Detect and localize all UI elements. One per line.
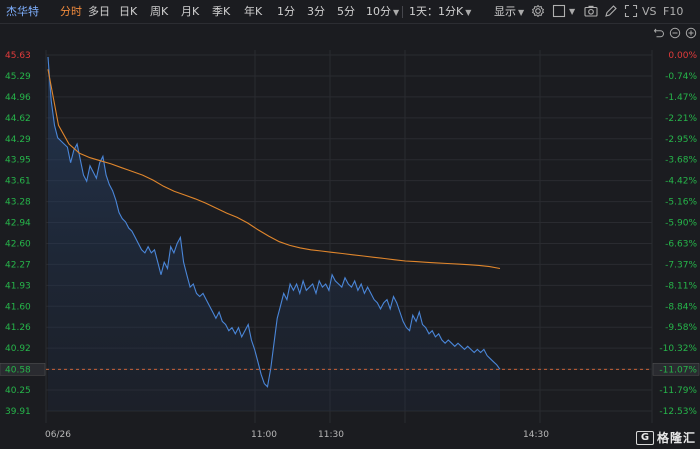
time-axis: 06/26 11:00 11:30 14:30	[45, 430, 549, 440]
divider	[402, 6, 403, 18]
stock-name[interactable]: 杰华特	[6, 5, 39, 18]
intraday-chart[interactable]: 45.63 45.29 44.96 44.62 44.29 43.95 43.61 43.28…	[0, 24, 700, 449]
chevron-down-icon: ▼	[393, 8, 400, 17]
tab-daily-k[interactable]: 日K	[119, 5, 138, 18]
tab-10min[interactable]: 10分 ▼	[366, 5, 399, 20]
chevron-down-icon: ▼	[518, 8, 525, 17]
fullscreen-icon[interactable]	[624, 4, 638, 18]
tab-intraday[interactable]: 分时	[60, 5, 82, 18]
right-axis-tick: 0.00%	[668, 51, 697, 61]
left-axis-tick: 41.60	[5, 302, 31, 312]
chevron-down-icon[interactable]: ▼	[569, 7, 576, 16]
left-axis-tick: 42.27	[5, 260, 31, 270]
right-axis-tick: -2.95%	[665, 135, 697, 145]
logo-text: 格隆汇	[656, 431, 696, 445]
logo: G 格隆汇	[635, 429, 696, 446]
right-axis-tick: -9.58%	[665, 323, 697, 333]
left-axis-tick: 41.93	[5, 281, 31, 291]
period-selector-label: 1天：1分K	[409, 5, 464, 18]
current-price-box	[0, 363, 46, 376]
left-price-axis: 45.63 45.29 44.96 44.62 44.29 43.95 43.61 43.28…	[5, 51, 31, 417]
left-axis-tick: 45.63	[5, 51, 31, 61]
left-axis-tick: 39.91	[5, 407, 31, 417]
tab-multi-day[interactable]: 多日	[88, 5, 110, 18]
period-selector[interactable]: 1天：1分K ▼	[409, 5, 471, 20]
left-axis-tick: 44.29	[5, 135, 31, 145]
logo-mark: G	[635, 430, 654, 445]
f10-button[interactable]: F10	[663, 5, 684, 18]
right-axis-tick: -11.79%	[659, 386, 697, 396]
right-axis-tick: -8.84%	[665, 302, 697, 312]
right-axis-tick: -6.63%	[665, 239, 697, 249]
display-menu[interactable]: 显示 ▼	[494, 5, 524, 20]
price-area	[48, 56, 500, 412]
series-lines	[47, 56, 501, 388]
left-axis-tick: 43.28	[5, 198, 31, 208]
display-menu-label: 显示	[494, 5, 516, 18]
right-axis-tick: -10.32%	[659, 344, 697, 354]
current-price-line: 40.58 -11.07%	[0, 363, 700, 376]
right-axis-tick: -5.90%	[665, 219, 697, 229]
right-percent-axis: 0.00% -0.74% -1.47% -2.21% -2.95% -3.68% -4.42…	[659, 51, 697, 417]
tab-3min[interactable]: 3分	[307, 5, 325, 18]
vs-button[interactable]: VS	[642, 5, 657, 18]
settings-icon[interactable]	[531, 4, 545, 18]
camera-icon[interactable]	[584, 4, 598, 18]
left-axis-tick: 40.25	[5, 386, 31, 396]
x-axis-tick: 14:30	[523, 430, 549, 440]
left-axis-tick: 44.62	[5, 114, 31, 124]
right-axis-tick: -5.16%	[665, 198, 697, 208]
zoom-out-icon[interactable]	[669, 27, 681, 39]
chevron-down-icon: ▼	[465, 8, 472, 17]
right-axis-tick: -1.47%	[665, 93, 697, 103]
current-change-box	[652, 363, 700, 376]
avg-price-line	[47, 69, 501, 270]
right-axis-tick: -3.68%	[665, 156, 697, 166]
current-price-label: 40.58	[5, 365, 31, 375]
tab-1min[interactable]: 1分	[277, 5, 295, 18]
right-axis-tick: -0.74%	[665, 72, 697, 82]
left-axis-tick: 44.96	[5, 93, 31, 103]
right-axis-tick: -12.53%	[659, 407, 697, 417]
price-area-fill	[48, 56, 500, 412]
left-axis-tick: 42.94	[5, 219, 31, 229]
x-axis-tick: 06/26	[45, 430, 71, 440]
right-axis-tick: -7.37%	[665, 260, 697, 270]
left-axis-tick: 42.60	[5, 239, 31, 249]
zoom-in-icon[interactable]	[685, 27, 697, 39]
price-line	[47, 56, 501, 388]
tab-weekly-k[interactable]: 周K	[150, 5, 169, 18]
tab-monthly-k[interactable]: 月K	[181, 5, 200, 18]
pen-icon[interactable]	[604, 4, 618, 18]
left-axis-tick: 43.95	[5, 156, 31, 166]
tab-10min-label: 10分	[366, 5, 391, 18]
x-axis-tick: 11:00	[251, 430, 277, 440]
left-axis-tick: 41.26	[5, 323, 31, 333]
current-change-label: -11.07%	[659, 365, 697, 375]
right-axis-tick: -8.11%	[665, 281, 697, 291]
left-axis-tick: 40.92	[5, 344, 31, 354]
right-axis-tick: -2.21%	[665, 114, 697, 124]
undo-icon[interactable]	[653, 27, 665, 39]
tab-5min[interactable]: 5分	[337, 5, 355, 18]
tab-quarterly-k[interactable]: 季K	[212, 5, 231, 18]
chart-toolbar: 杰华特 分时 多日 日K 周K 月K 季K 年K 1分 3分 5分 10分 ▼ 1…	[0, 0, 700, 24]
left-axis-tick: 45.29	[5, 72, 31, 82]
tab-yearly-k[interactable]: 年K	[244, 5, 263, 18]
left-axis-tick: 43.61	[5, 177, 31, 187]
x-axis-tick: 11:30	[318, 430, 344, 440]
checkbox-icon[interactable]	[552, 4, 566, 18]
right-axis-tick: -4.42%	[665, 177, 697, 187]
